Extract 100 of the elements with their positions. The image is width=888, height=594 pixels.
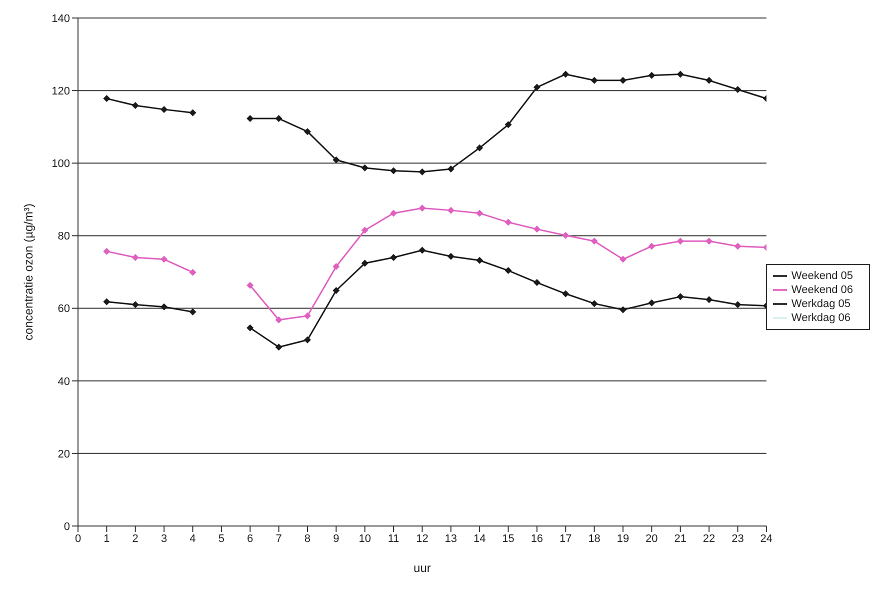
y-tick-label: 60: [58, 303, 70, 316]
x-tick-label: 14: [473, 532, 486, 545]
x-tick-label: 1: [104, 532, 110, 545]
x-tick-label: 17: [560, 532, 572, 545]
point: [476, 210, 484, 217]
y-axis-title: concentratie ozon (µg/m³): [21, 204, 36, 340]
point: [132, 301, 139, 308]
point: [648, 299, 656, 306]
x-tick-label: 24: [760, 532, 773, 545]
legend-label: Werkdag 05: [791, 298, 851, 310]
x-tick-label: 2: [132, 532, 138, 545]
x-tick-label: 7: [276, 532, 282, 545]
point: [648, 242, 656, 250]
point: [189, 109, 196, 116]
x-tick-label: 8: [304, 532, 311, 545]
point: [189, 308, 196, 316]
point: [390, 167, 398, 174]
x-tick-label: 10: [358, 532, 371, 545]
y-tick-label: 80: [58, 230, 70, 243]
x-tick-label: 13: [444, 532, 458, 545]
point: [447, 206, 454, 214]
y-tick-label: 100: [52, 158, 70, 170]
point: [361, 260, 368, 267]
point: [275, 115, 282, 122]
point: [332, 263, 340, 270]
x-tick-label: 9: [333, 532, 340, 545]
point: [562, 70, 570, 78]
legend-label: Weekend 06: [791, 284, 853, 296]
point: [361, 226, 368, 234]
point: [103, 298, 110, 306]
point: [676, 70, 684, 78]
point: [590, 300, 598, 308]
point: [304, 336, 311, 344]
point: [447, 252, 454, 260]
y-tick-label: 40: [58, 376, 70, 388]
point: [734, 301, 742, 308]
point: [246, 115, 254, 122]
point: [504, 121, 512, 128]
y-tick-label: 120: [52, 85, 70, 98]
point: [562, 290, 570, 298]
point: [103, 248, 110, 255]
point: [533, 279, 540, 286]
point: [533, 226, 540, 233]
point: [734, 242, 742, 250]
x-tick-label: 0: [74, 532, 82, 545]
point: [476, 256, 484, 264]
x-tick-label: 19: [616, 532, 630, 545]
point: [706, 76, 713, 84]
x-tick-label: 23: [732, 532, 744, 545]
point: [734, 86, 742, 93]
point: [275, 316, 282, 324]
point: [590, 76, 598, 84]
x-tick-label: 4: [190, 532, 196, 545]
point: [706, 238, 713, 245]
point: [103, 95, 110, 102]
point: [476, 144, 484, 152]
point: [706, 296, 713, 304]
x-axis-title: uur: [414, 561, 431, 575]
point: [418, 204, 426, 212]
point: [160, 256, 168, 263]
x-tick-label: 18: [588, 532, 600, 545]
x-tick-label: 11: [388, 532, 400, 545]
x-tick-label: 22: [702, 532, 716, 545]
point: [275, 344, 282, 351]
legend-label: Weekend 05: [791, 270, 853, 282]
point: [132, 254, 139, 261]
point: [533, 84, 540, 91]
point: [648, 72, 656, 79]
x-tick-label: 20: [646, 532, 658, 545]
point: [304, 312, 311, 320]
y-tick-label: 0: [64, 520, 70, 533]
point: [562, 232, 570, 239]
legend-label: Werkdag 06: [791, 312, 851, 324]
point: [590, 238, 598, 245]
x-tick-label: 16: [530, 532, 544, 545]
point: [246, 282, 254, 289]
point: [676, 238, 684, 245]
x-tick-label: 12: [416, 532, 428, 545]
point: [160, 303, 168, 310]
point: [332, 156, 340, 164]
x-tick-label: 5: [218, 532, 224, 545]
y-tick-label: 20: [58, 448, 70, 460]
point: [332, 287, 340, 294]
point: [246, 324, 254, 332]
point: [189, 268, 196, 276]
x-tick-label: 15: [502, 532, 514, 545]
point: [418, 246, 426, 254]
point: [418, 168, 426, 176]
point: [620, 76, 626, 84]
point: [132, 102, 139, 109]
point: [620, 256, 626, 263]
point: [504, 218, 512, 226]
point: [447, 165, 454, 172]
point: [304, 128, 311, 136]
x-tick-label: 21: [674, 532, 686, 545]
point: [160, 106, 168, 113]
point: [390, 210, 398, 217]
point: [361, 164, 368, 172]
x-tick-label: 6: [247, 532, 254, 545]
point: [504, 267, 512, 274]
